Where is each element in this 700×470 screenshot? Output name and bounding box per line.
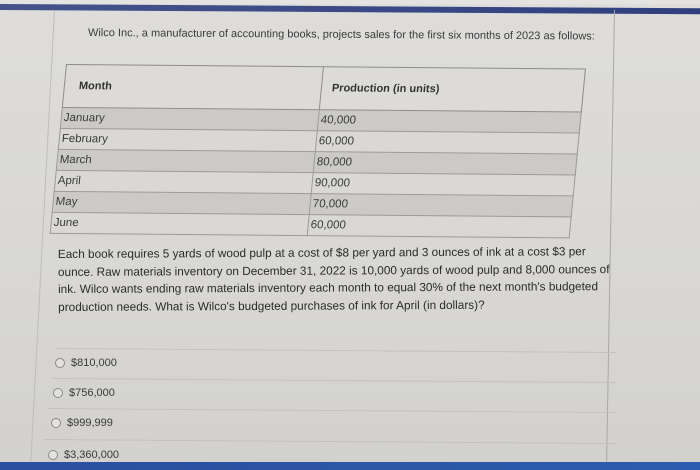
radio-button-icon[interactable] — [55, 358, 65, 368]
cell-production: 40,000 — [317, 109, 582, 133]
header-month: Month — [62, 64, 324, 110]
table-row: June 60,000 — [50, 212, 572, 238]
question-intro: Wilco Inc., a manufacturer of accounting… — [87, 27, 595, 43]
question-text: Each book requires 5 yards of wood pulp … — [57, 244, 610, 314]
answer-option-2[interactable]: $756,000 — [53, 387, 115, 399]
cell-month: June — [50, 212, 310, 236]
cell-month: March — [56, 149, 316, 173]
cell-month: February — [58, 128, 318, 152]
option-divider — [56, 348, 616, 353]
cell-production: 70,000 — [309, 193, 574, 217]
option-label: $999,999 — [67, 417, 113, 429]
production-table: Month Production (in units) January 40,0… — [49, 64, 586, 239]
bottom-accent-bar — [0, 462, 700, 470]
option-label: $756,000 — [69, 387, 115, 399]
radio-button-icon[interactable] — [48, 450, 58, 460]
production-table-container: Month Production (in units) January 40,0… — [49, 64, 586, 240]
table-header-row: Month Production (in units) — [62, 64, 586, 112]
cell-production: 60,000 — [315, 130, 580, 154]
answer-option-1[interactable]: $810,000 — [55, 357, 117, 369]
panel-border-right — [606, 9, 615, 465]
option-label: $3,360,000 — [64, 449, 120, 461]
option-label: $810,000 — [71, 357, 117, 369]
option-divider — [48, 408, 616, 413]
answer-option-4[interactable]: $3,360,000 — [48, 449, 119, 461]
header-production: Production (in units) — [319, 66, 586, 112]
panel-border-left — [30, 9, 55, 465]
radio-button-icon[interactable] — [51, 418, 61, 428]
top-edge — [0, 0, 700, 4]
top-accent-bar — [0, 4, 700, 15]
cell-month: May — [52, 191, 312, 215]
answer-option-3[interactable]: $999,999 — [51, 417, 113, 429]
radio-button-icon[interactable] — [53, 388, 63, 398]
cell-production: 80,000 — [313, 151, 578, 175]
option-divider — [52, 378, 616, 383]
cell-month: January — [60, 107, 320, 131]
cell-production: 60,000 — [307, 214, 572, 238]
option-divider — [44, 439, 616, 444]
cell-month: April — [54, 170, 314, 194]
cell-production: 90,000 — [311, 172, 576, 196]
